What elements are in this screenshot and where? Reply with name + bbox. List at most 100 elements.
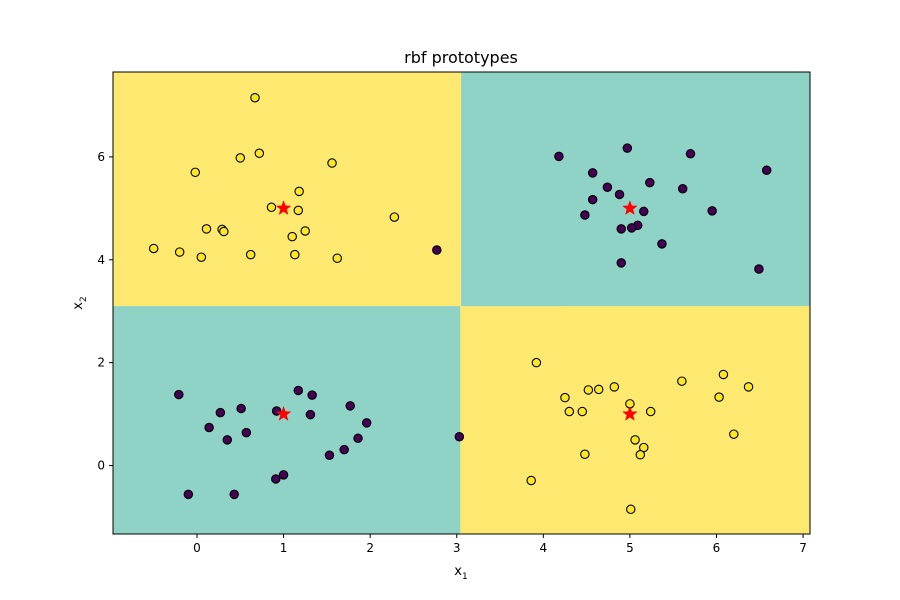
x-axis-label-base: x (454, 564, 462, 579)
data-point-class1 (761, 165, 772, 176)
region-bottom-right-edge (460, 306, 463, 534)
region-bottom-left-corner (113, 308, 461, 534)
data-point-class1 (271, 474, 281, 484)
x-axis-label: x1 (454, 564, 467, 582)
data-point-class0 (635, 450, 646, 460)
prototype-star (275, 200, 292, 215)
data-point-class0 (332, 253, 343, 263)
data-point-class1 (602, 182, 613, 192)
data-point-class1 (707, 206, 717, 216)
data-point-class1 (222, 435, 233, 445)
data-point-class0 (389, 212, 400, 222)
data-point-class0 (560, 392, 570, 403)
data-point-class0 (219, 226, 229, 237)
data-point-class1 (657, 239, 667, 249)
data-point-class0 (250, 92, 260, 103)
data-point-class1 (305, 409, 316, 420)
plot-area (112, 71, 811, 535)
x-tick-label: 0 (193, 541, 201, 555)
data-point-class1 (278, 470, 289, 480)
data-point-class0 (201, 224, 212, 234)
region-top-right-corner (463, 272, 561, 307)
data-point-class1 (432, 245, 442, 255)
y-tick-label: 4 (97, 253, 105, 267)
data-point-class1 (677, 184, 688, 194)
data-point-class0 (630, 435, 640, 445)
x-tick-label: 5 (626, 541, 634, 555)
decision-regions (113, 72, 810, 534)
x-tick-label: 2 (366, 541, 374, 555)
x-axis-label-subscript: 1 (462, 572, 468, 582)
data-point-class0 (196, 252, 207, 262)
data-point-class0 (609, 382, 620, 392)
data-point-class1 (626, 223, 637, 233)
data-point-class1 (454, 432, 465, 442)
data-point-class1 (754, 264, 764, 274)
data-point-class0 (577, 406, 588, 417)
data-point-class1 (614, 189, 625, 200)
y-tick-label: 6 (97, 150, 105, 164)
region-top-right (461, 72, 810, 307)
data-point-class1 (685, 149, 696, 159)
y-axis-label: x2 (71, 296, 89, 309)
scatter-points (148, 92, 772, 515)
data-point-class1 (622, 143, 633, 153)
x-tick-label: 4 (540, 541, 548, 555)
data-point-class1 (345, 401, 355, 411)
region-bottom-right (461, 306, 810, 534)
data-point-class1 (361, 418, 372, 428)
data-point-class1 (639, 206, 649, 217)
data-point-class0 (174, 247, 185, 257)
region-top-right-edge (463, 305, 810, 307)
y-tick-label: 0 (97, 459, 105, 473)
data-point-class0 (300, 226, 310, 236)
x-tick-label: 3 (453, 541, 461, 555)
data-point-class0 (190, 167, 201, 178)
y-tick-label: 2 (97, 356, 105, 370)
prototype-markers (275, 200, 638, 421)
data-point-class0 (531, 357, 542, 368)
data-point-class0 (148, 243, 159, 254)
data-point-class0 (593, 384, 604, 395)
data-point-class0 (645, 406, 656, 417)
y-axis: 0 2 4 6 (97, 150, 113, 473)
axes-frame (112, 71, 811, 535)
data-point-class1 (616, 258, 626, 268)
prototype-star (275, 405, 292, 421)
data-point-class1 (616, 224, 626, 234)
data-point-class0 (580, 449, 590, 460)
data-point-class1 (324, 450, 335, 461)
data-point-class0 (254, 148, 265, 159)
data-point-class1 (587, 194, 598, 205)
x-tick-label: 6 (713, 541, 721, 555)
region-top-left (113, 72, 462, 307)
data-point-class1 (645, 177, 655, 188)
data-point-class1 (215, 407, 226, 418)
data-point-class1 (183, 489, 194, 500)
data-point-class0 (743, 382, 754, 392)
data-point-class0 (718, 369, 729, 380)
data-point-class1 (353, 433, 363, 444)
y-axis-label-subscript: 2 (79, 296, 89, 302)
x-tick-label: 7 (799, 541, 807, 555)
data-point-class0 (526, 475, 536, 486)
data-point-class1 (580, 210, 590, 220)
data-point-class0 (287, 231, 297, 242)
data-point-class1 (204, 422, 214, 433)
data-point-class1 (293, 385, 304, 396)
data-point-class0 (294, 186, 304, 197)
prototype-star (622, 405, 638, 421)
data-point-class1 (554, 151, 564, 162)
data-point-class0 (293, 205, 304, 216)
chart-title: rbf prototypes (404, 48, 518, 67)
x-axis: 0 1 2 3 4 5 6 7 (193, 534, 807, 555)
data-point-class1 (587, 168, 598, 178)
data-point-class0 (714, 392, 724, 402)
data-point-class0 (327, 158, 337, 168)
data-point-class1 (307, 390, 317, 400)
y-axis-label-base: x (71, 302, 86, 310)
data-point-class1 (241, 427, 252, 438)
data-point-class1 (229, 489, 239, 500)
data-point-class1 (236, 403, 246, 414)
